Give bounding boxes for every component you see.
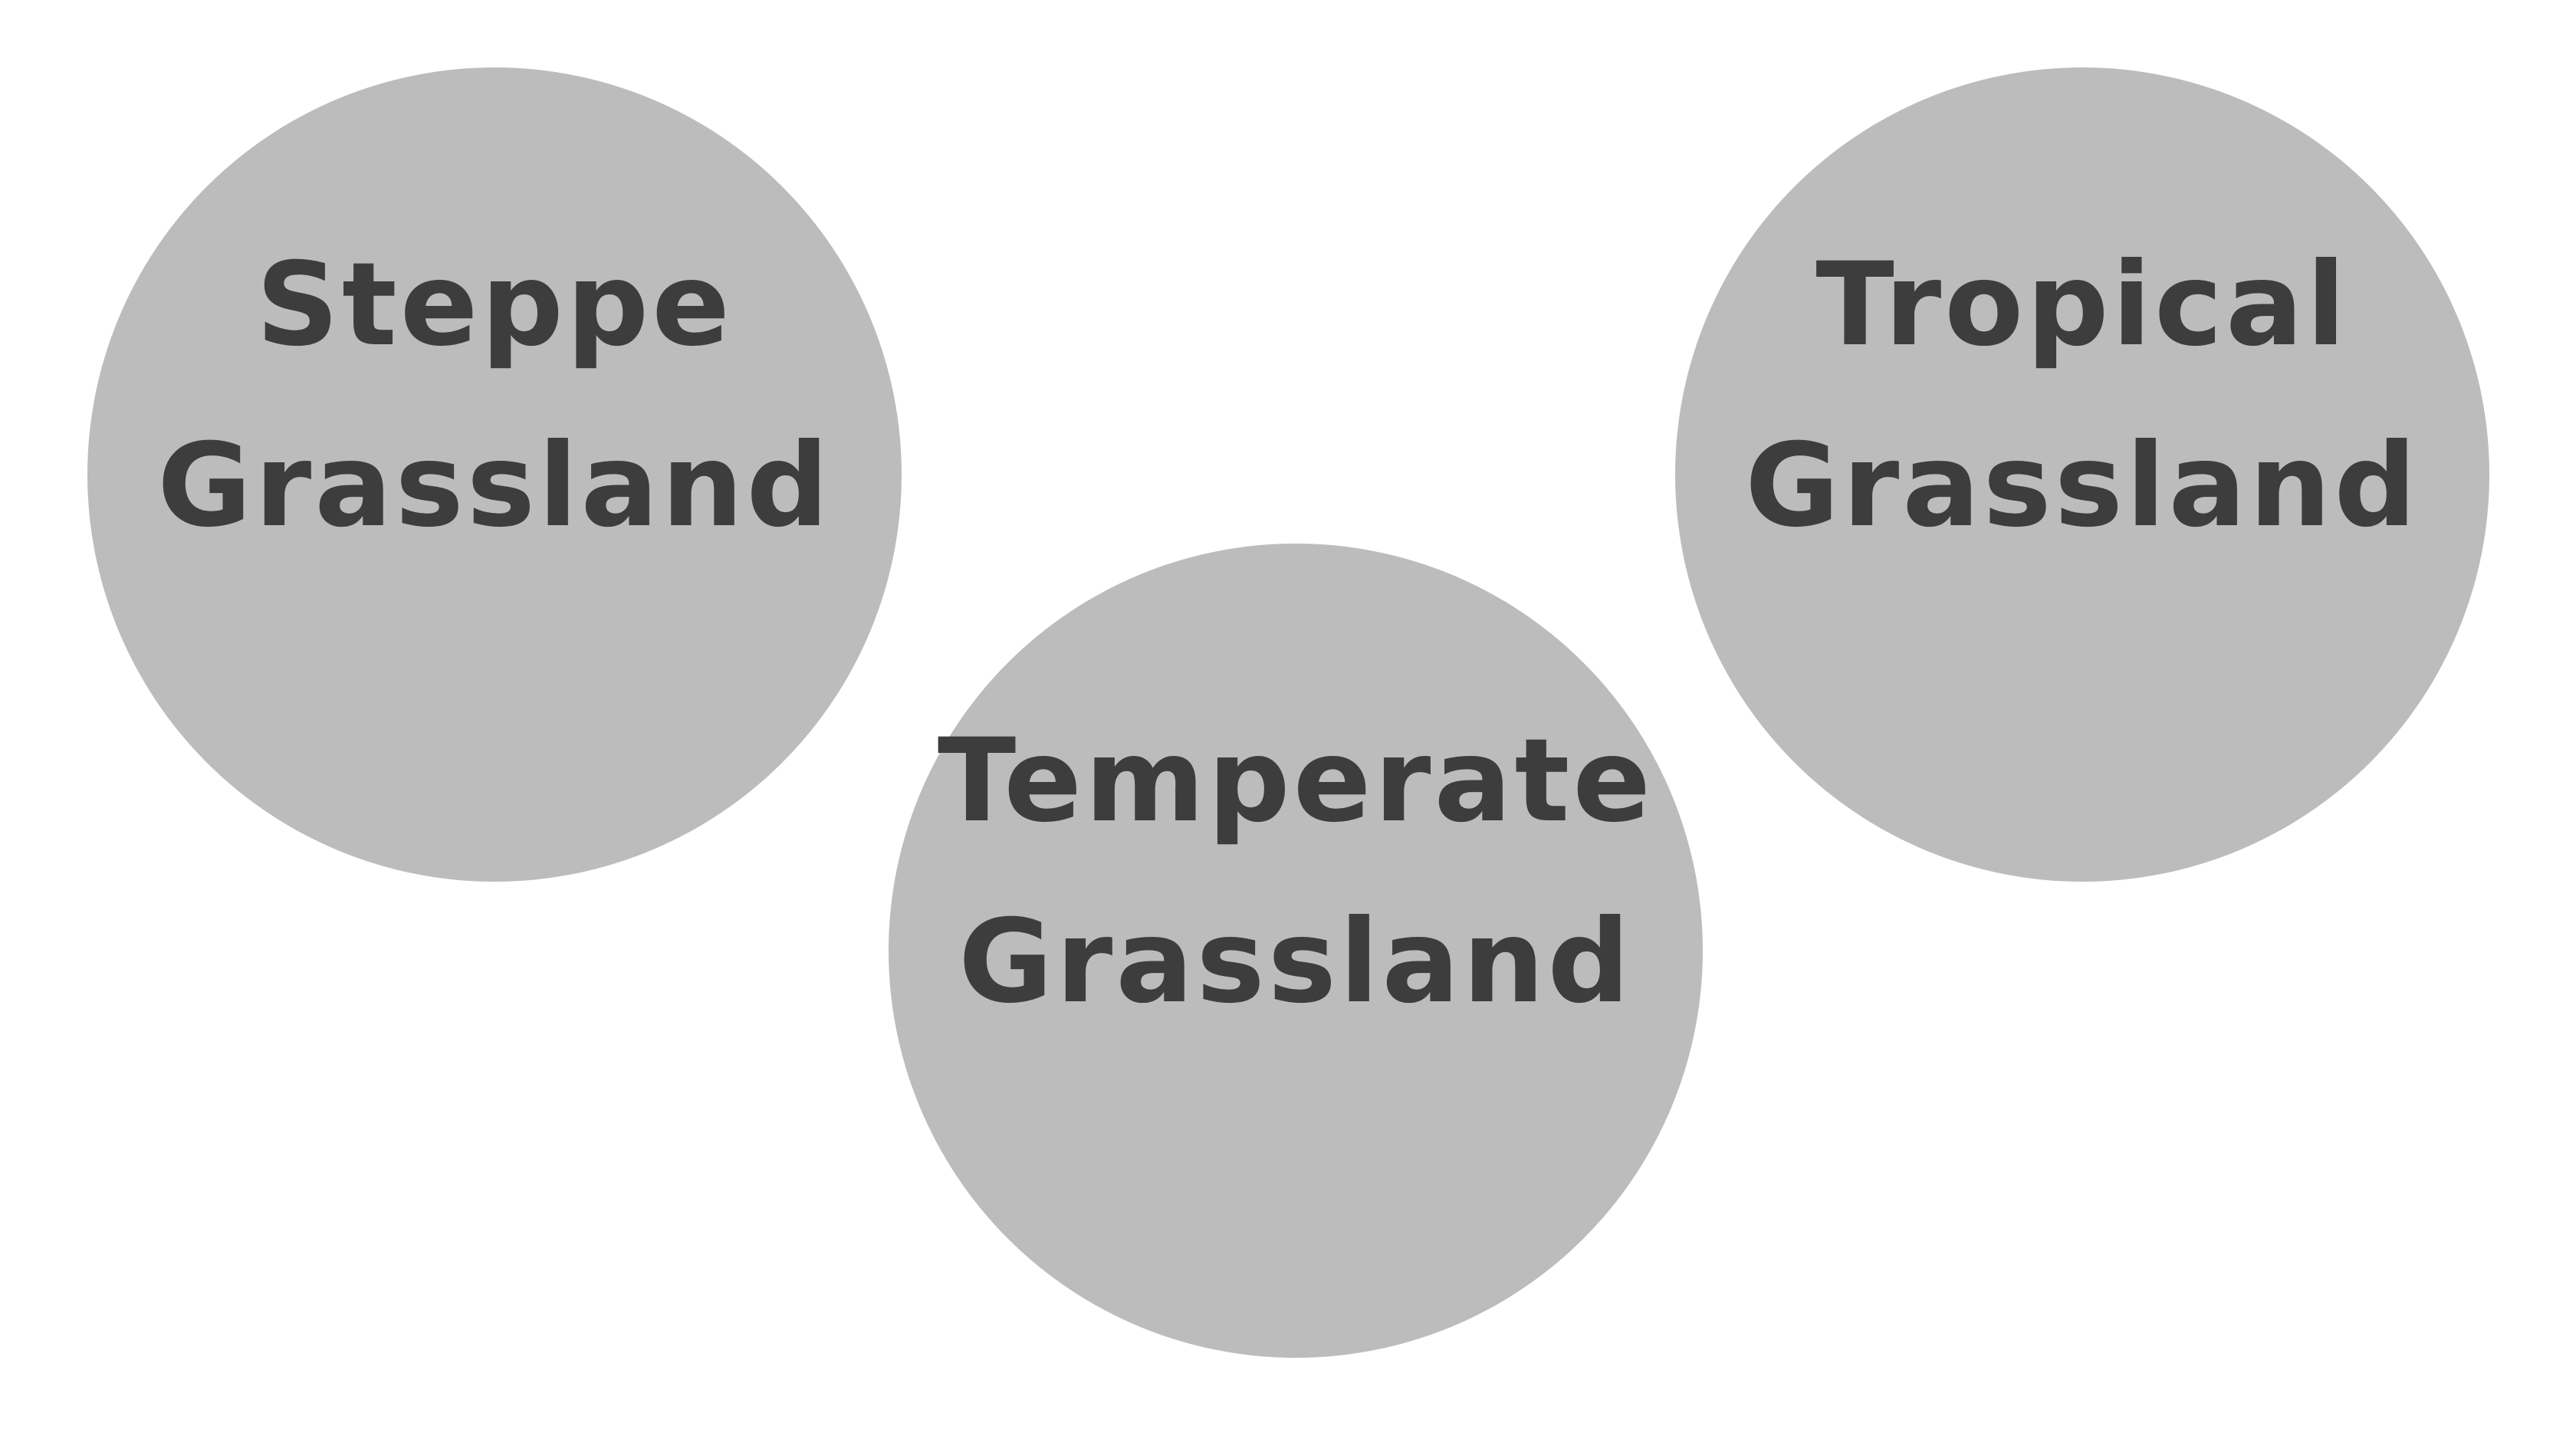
- temperate-label-line-2: Grassland: [958, 895, 1633, 1029]
- tropical-grassland-label: Tropical Grassland: [1745, 215, 2420, 577]
- steppe-label-line-1: Steppe: [256, 238, 733, 372]
- temperate-grassland-label: Temperate Grassland: [938, 691, 1654, 1053]
- steppe-label-line-2: Grassland: [157, 419, 832, 553]
- tropical-grassland-circle: Tropical Grassland: [1675, 67, 2489, 882]
- tropical-label-line-2: Grassland: [1745, 419, 2420, 553]
- tropical-label-line-1: Tropical: [1815, 238, 2349, 372]
- temperate-label-line-1: Temperate: [937, 715, 1654, 848]
- steppe-grassland-circle: Steppe Grassland: [87, 67, 902, 882]
- temperate-grassland-circle: Temperate Grassland: [889, 544, 1703, 1358]
- steppe-grassland-label: Steppe Grassland: [157, 215, 832, 577]
